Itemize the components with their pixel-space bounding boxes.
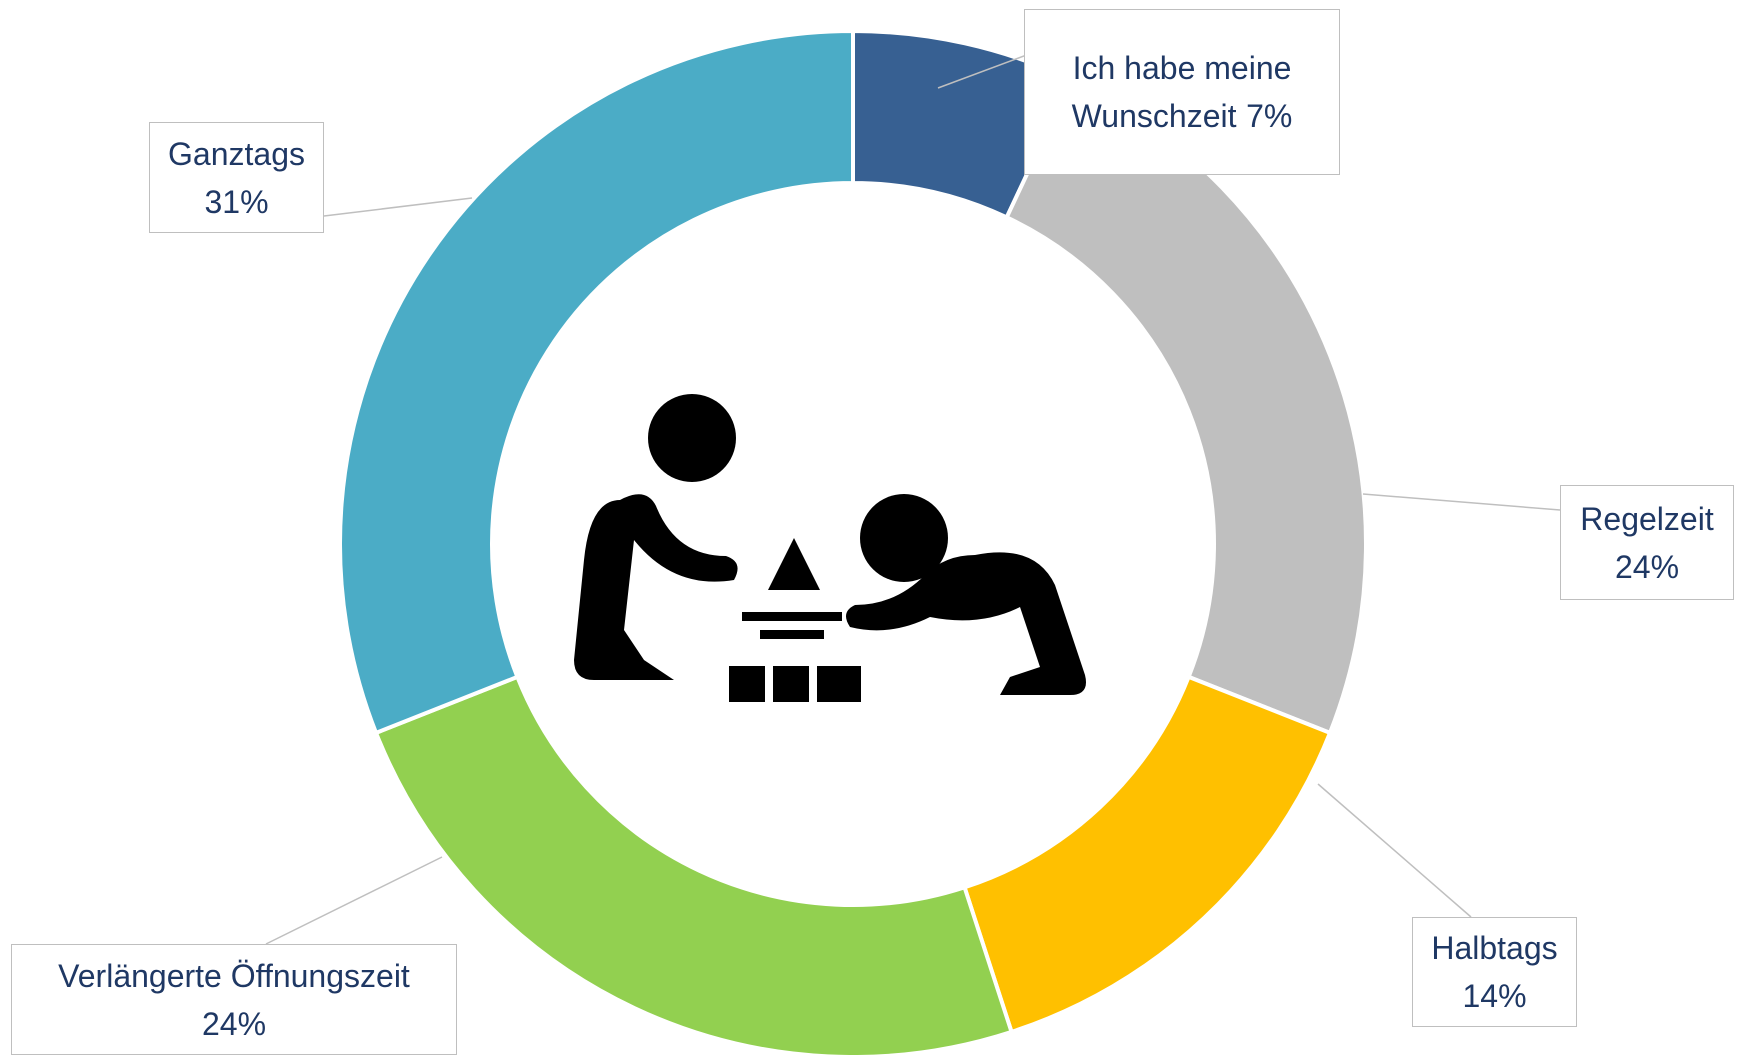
value-label: 7% — [1246, 98, 1293, 134]
leader-line — [265, 856, 443, 945]
value-label: 24% — [1614, 548, 1680, 585]
donut-slice — [1004, 77, 1368, 736]
data-label: Verlängerte Öffnungszeit 24% — [11, 944, 457, 1055]
category-label: Halbtags — [1431, 930, 1558, 966]
leader-line — [937, 49, 1041, 89]
leader-line — [323, 197, 473, 217]
value-label: 31% — [204, 183, 269, 220]
category-label: Verlängerte Öffnungszeit — [58, 957, 410, 994]
data-label: Regelzeit 24% — [1560, 485, 1734, 600]
leader-line — [1317, 783, 1472, 918]
donut-slice — [338, 28, 855, 736]
value-label: 24% — [201, 1005, 267, 1042]
category-label: Regelzeit — [1580, 500, 1714, 537]
donut-slice — [962, 674, 1333, 1035]
value-label: 14% — [1462, 978, 1527, 1014]
leader-line — [1362, 493, 1561, 511]
category-label: Ich habe meine Wunschzeit — [1071, 50, 1292, 134]
donut-slice — [373, 674, 1015, 1055]
data-label: Ganztags 31% — [149, 122, 324, 233]
data-label: Ich habe meine Wunschzeit 7% — [1024, 9, 1340, 175]
center-icon — [574, 394, 1086, 702]
data-label: Halbtags 14% — [1412, 917, 1577, 1027]
category-label: Ganztags — [168, 135, 305, 172]
